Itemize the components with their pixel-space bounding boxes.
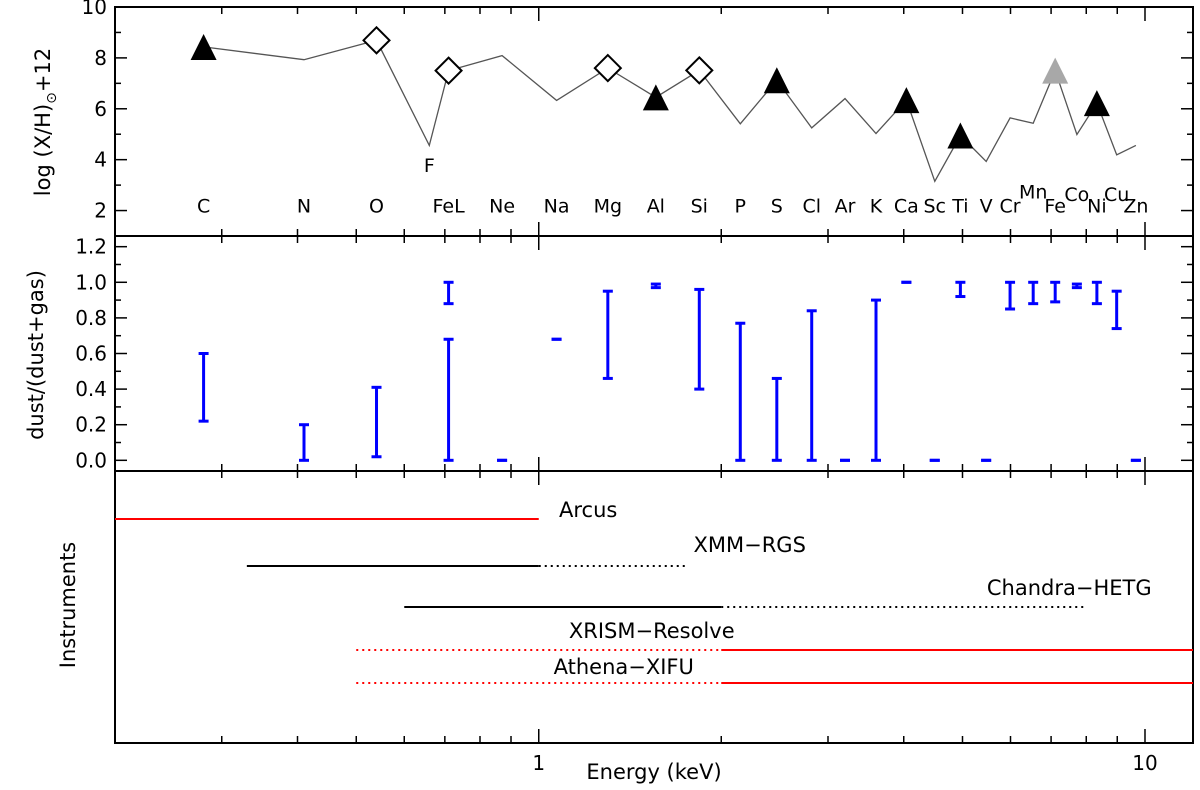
element-label-ni: Ni [1087,195,1107,217]
abundance-y-tick-label: 4 [94,148,107,172]
energy-x-axis-label: Energy (keV) [586,760,721,784]
depletion-y-tick-label: 1.2 [75,235,107,259]
element-label-v: V [980,195,993,217]
element-label-cr: Cr [1000,195,1021,217]
depletion-y-axis: 0.0 0.2 0.4 0.6 0.8 1.0 1.2 [75,235,1193,472]
depletion-y-tick-label: 1.0 [75,270,107,294]
element-label-ar: Ar [835,195,856,217]
instrument-chandra-hetg-label: Chandra−HETG [987,576,1152,600]
element-labels: C N O F FeL Ne Na Mg Al Si P S Cl Ar K Ca Sc Ti V CrMnFeCoN… [197,155,1148,218]
element-label-fel: FeL [432,195,465,217]
marker-fe-triangle [1042,57,1069,84]
element-label-al: Al [647,195,665,217]
element-label-o: O [369,195,384,217]
element-label-ca: Ca [894,195,919,217]
abundance-y-tick-label: 10 [82,0,107,19]
x-tick-label: 1 [532,751,545,775]
instrument-athena-xifu-label: Athena−XIFU [554,655,694,679]
element-label-zn: Zn [1123,195,1148,217]
element-label-p: P [735,195,746,217]
depletion-y-tick-label: 0.0 [75,448,107,472]
marker-ca-triangle [893,87,920,114]
instrument-ranges: Arcus XMM−RGS Chandra−HETG XRISM−Resolve Ath… [115,498,1193,684]
element-label-k: K [870,195,883,217]
depletion-y-tick-label: 0.6 [75,342,107,366]
abundance-y-tick-label: 8 [94,46,107,70]
element-label-ti: Ti [951,195,968,217]
element-label-fe: Fe [1044,195,1066,217]
marker-al-triangle [642,84,669,111]
element-label-f: F [424,155,435,177]
instrument-xmm-rgs-label: XMM−RGS [694,533,806,557]
element-label-mn: Mn [1019,181,1047,203]
abundance-y-tick-label: 6 [94,97,107,121]
abundance-y-axis-label: log (X/H)⊙+12 [31,48,60,196]
marker-mg-diamond [593,53,623,83]
energy-x-axis: 1 10 [221,7,1158,775]
instrument-xrism-resolve-label: XRISM−Resolve [569,619,735,643]
element-label-n: N [297,195,311,217]
depletion-y-axis-label: dust/(dust+gas) [24,270,48,440]
instruments-y-axis-label: Instruments [56,542,80,668]
abundance-y-axis: 2 4 6 8 10 [82,0,1193,237]
marker-ni-triangle [1083,90,1110,117]
element-label-ne: Ne [489,195,515,217]
element-label-cl: Cl [802,195,821,217]
instrument-arcus-label: Arcus [559,498,617,522]
marker-s-triangle [763,67,790,94]
depletion-y-tick-label: 0.8 [75,306,107,330]
x-tick-label: 10 [1132,751,1157,775]
marker-o-diamond [362,25,391,55]
depletion-error-bars [198,280,1141,462]
marker-fel-diamond [434,56,463,86]
element-label-si: Si [691,195,708,217]
marker-c-triangle [190,33,217,60]
instruments-panel-frame [114,470,1194,744]
marker-si-diamond [684,55,714,85]
element-label-cu: Cu [1104,184,1129,206]
element-label-sc: Sc [923,195,946,217]
abundance-markers [190,25,1110,149]
element-label-s: S [771,195,783,217]
element-label-c: C [197,195,210,217]
element-label-co: Co [1064,184,1089,206]
element-label-na: Na [544,195,570,217]
element-label-mg: Mg [594,195,622,217]
abundance-y-tick-label: 2 [94,199,107,223]
marker-ti-triangle [947,122,974,149]
depletion-y-tick-label: 0.2 [75,413,107,437]
depletion-y-tick-label: 0.4 [75,377,107,401]
